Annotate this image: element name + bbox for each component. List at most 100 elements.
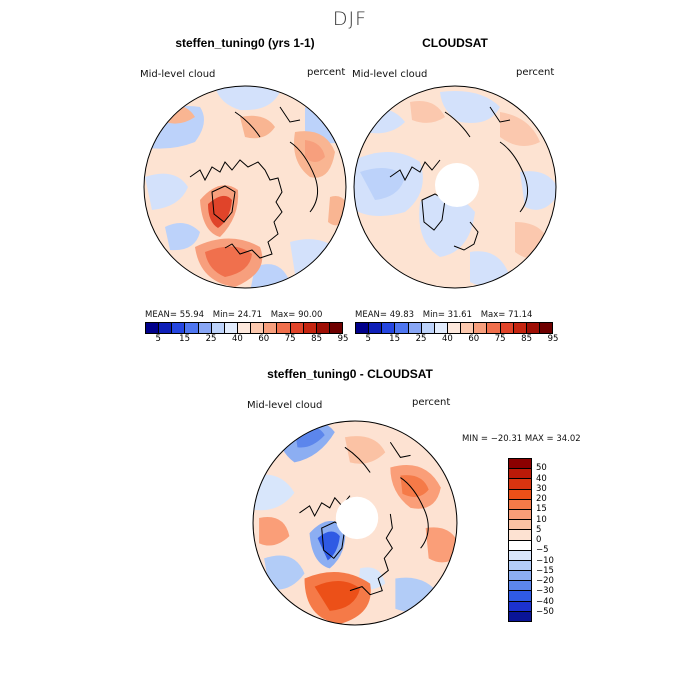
colorbar-swatch <box>509 530 531 541</box>
colorbar-tick-label: 5 <box>536 524 542 535</box>
colorbar-tick-label: −15 <box>536 565 554 576</box>
colorbar-swatch <box>539 323 553 333</box>
colorbar-swatch <box>185 323 199 333</box>
colorbar-swatch <box>211 323 225 333</box>
colorbar-swatch <box>509 611 531 621</box>
panel2-colorbar-swatches <box>355 322 553 334</box>
colorbar-tick-label: 15 <box>179 334 191 344</box>
panel3-units-label: percent <box>412 397 451 408</box>
panel2-min: Min= 31.61 <box>422 310 472 320</box>
colorbar-tick-label: −40 <box>536 596 554 607</box>
season-title: DJF <box>332 8 368 30</box>
colorbar-swatch <box>172 323 186 333</box>
colorbar-tick-label: 50 <box>536 463 547 474</box>
panel1-field-red-e <box>328 196 346 226</box>
colorbar-swatch <box>513 323 527 333</box>
colorbar-swatch <box>526 323 540 333</box>
panel2-field-blue-center <box>419 194 475 257</box>
colorbar-tick-label: 95 <box>337 334 349 344</box>
colorbar-swatch <box>509 509 531 521</box>
panel1-title: steffen_tuning0 (yrs 1-1) <box>175 36 315 50</box>
colorbar-swatch <box>474 323 488 333</box>
colorbar-swatch <box>509 540 531 551</box>
colorbar-swatch <box>500 323 514 333</box>
panel3-field-red-ne-core <box>400 475 429 497</box>
panel2-pole-hole <box>435 163 479 207</box>
colorbar-tick-label: 15 <box>389 334 401 344</box>
colorbar-swatch <box>395 323 409 333</box>
panel1-stats: MEAN= 55.94 Min= 24.71 Max= 90.00 <box>145 310 328 320</box>
colorbar-swatch <box>509 469 531 480</box>
panel2-coastlines <box>389 106 529 251</box>
panel3-pole-hole <box>335 496 379 540</box>
colorbar-tick-label: 20 <box>536 494 547 504</box>
colorbar-tick-label: 0 <box>536 535 542 545</box>
panel1-field-blue-s <box>250 264 290 288</box>
colorbar-tick-label: 40 <box>441 334 453 344</box>
colorbar-swatch <box>509 550 531 561</box>
colorbar-swatch <box>251 323 265 333</box>
panel2-field-blue-n <box>440 91 500 123</box>
colorbar-swatch <box>509 581 531 592</box>
panel3-colorbar-ticks: 50 40 30 20 15 10 5 0 −5 −10 −15 −20 −30 −40 −50 <box>536 458 576 622</box>
panel2-variable-label: Mid-level cloud <box>352 69 428 80</box>
colorbar-swatch <box>146 323 160 333</box>
colorbar-tick-label: 15 <box>536 504 547 515</box>
panel3-polar-map <box>252 420 458 626</box>
colorbar-swatch <box>509 479 531 490</box>
panel1-field-red-n <box>240 115 275 139</box>
colorbar-swatch <box>303 323 317 333</box>
colorbar-tick-label: 95 <box>547 334 559 344</box>
colorbar-swatch <box>509 601 531 612</box>
panel3-coastlines <box>299 441 429 596</box>
colorbar-tick-label: −20 <box>536 576 554 586</box>
panel2-units-label: percent <box>516 67 555 78</box>
panel3-variable-label: Mid-level cloud <box>247 400 323 411</box>
panel1-colorbar-swatches <box>145 322 343 334</box>
colorbar-tick-label: 75 <box>494 334 506 344</box>
panel3-field-blue-sw <box>264 555 305 590</box>
colorbar-swatch <box>509 489 531 500</box>
panel2-max: Max= 71.14 <box>480 310 533 320</box>
panel2-greenland <box>421 193 446 231</box>
colorbar-swatch <box>421 323 435 333</box>
colorbar-tick-label: −5 <box>536 545 549 556</box>
panel3-field-red-n <box>344 436 386 464</box>
panel1-coastlines <box>189 106 319 259</box>
colorbar-tick-label: 85 <box>521 334 533 344</box>
panel2-field-red-n <box>410 101 445 123</box>
panel1-field-blue-sw <box>165 223 200 251</box>
panel1-colorbar: 5 15 25 40 60 75 85 95 <box>145 322 348 346</box>
panel2-field-blue-e <box>520 171 556 210</box>
colorbar-tick-label: 25 <box>205 334 217 344</box>
colorbar-tick-label: 5 <box>155 334 161 344</box>
colorbar-swatch <box>509 560 531 572</box>
colorbar-swatch <box>224 323 238 333</box>
colorbar-swatch <box>329 323 343 333</box>
panel2-colorbar-ticks: 5 15 25 40 60 75 85 95 <box>355 334 558 346</box>
colorbar-swatch <box>277 323 291 333</box>
colorbar-swatch <box>509 499 531 510</box>
colorbar-tick-label: 30 <box>536 483 547 494</box>
panel1-field-red-ne-core <box>305 140 325 162</box>
panel2-colorbar: 5 15 25 40 60 75 85 95 <box>355 322 558 346</box>
panel3-title: steffen_tuning0 - CLOUDSAT <box>267 367 433 381</box>
colorbar-tick-label: −30 <box>536 586 554 597</box>
colorbar-swatch <box>408 323 422 333</box>
panel3-field-red-w <box>259 517 290 546</box>
colorbar-swatch <box>290 323 304 333</box>
colorbar-tick-label: −10 <box>536 555 554 566</box>
panel2-stats: MEAN= 49.83 Min= 31.61 Max= 71.14 <box>355 310 538 320</box>
panel3-minmax: MIN = −20.31 MAX = 34.02 <box>462 434 581 444</box>
panel2-field-blue-w-core <box>360 168 405 200</box>
panel2-polar-map <box>353 85 557 289</box>
colorbar-swatch <box>487 323 501 333</box>
colorbar-tick-label: 25 <box>415 334 427 344</box>
panel1-units-label: percent <box>307 67 346 78</box>
panel3-field-red-south-core <box>314 581 361 611</box>
colorbar-swatch <box>447 323 462 333</box>
colorbar-swatch <box>434 323 448 333</box>
panel3-field-blue-center-core <box>317 531 340 561</box>
colorbar-tick-label: −50 <box>536 606 554 617</box>
panel1-field-blue-w <box>145 173 188 210</box>
